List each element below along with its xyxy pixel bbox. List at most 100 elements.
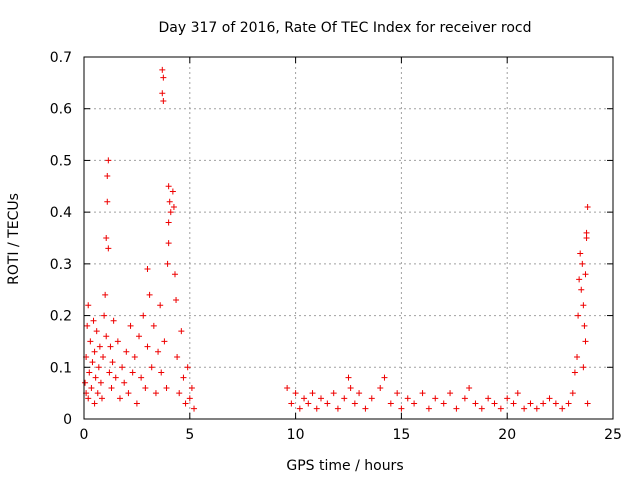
data-point	[313, 405, 320, 412]
data-point	[85, 302, 92, 309]
plot-frame	[83, 56, 614, 420]
data-point	[578, 286, 585, 293]
data-point	[296, 405, 303, 412]
data-point	[171, 271, 178, 278]
data-point	[324, 400, 331, 407]
data-point	[485, 395, 492, 402]
data-point	[184, 364, 191, 371]
data-point	[116, 395, 123, 402]
data-point	[82, 379, 89, 386]
data-point	[103, 333, 110, 340]
data-point	[107, 343, 114, 350]
data-point	[136, 333, 143, 340]
data-point	[540, 400, 547, 407]
data-point	[138, 374, 145, 381]
data-point	[91, 400, 98, 407]
data-point	[121, 379, 128, 386]
data-point	[447, 390, 454, 397]
data-point	[98, 395, 105, 402]
data-point	[163, 384, 170, 391]
data-point	[112, 374, 119, 381]
data-point	[119, 364, 126, 371]
x-axis-label: GPS time / hours	[286, 458, 403, 474]
data-point	[341, 395, 348, 402]
data-point	[546, 395, 553, 402]
x-tick-label: 20	[498, 427, 516, 443]
data-point	[96, 343, 103, 350]
data-point	[510, 400, 517, 407]
y-tick-label: 0.6	[50, 102, 72, 118]
data-point	[182, 400, 189, 407]
data-point	[317, 395, 324, 402]
data-point	[186, 395, 193, 402]
data-point	[123, 348, 130, 355]
data-point	[160, 74, 167, 81]
data-point	[144, 266, 151, 273]
data-point	[165, 240, 172, 247]
data-point	[569, 390, 576, 397]
data-point	[583, 235, 590, 241]
x-tick-label: 25	[604, 427, 622, 443]
data-point	[398, 405, 405, 412]
data-point	[100, 353, 107, 360]
y-tick-label: 0.5	[50, 153, 72, 169]
data-point	[142, 384, 149, 391]
data-point	[91, 348, 98, 355]
data-point	[93, 328, 100, 335]
data-point	[144, 343, 151, 350]
data-point	[440, 400, 447, 407]
y-tick-labels: 0 0.1 0.2 0.3 0.4 0.5 0.6 0.7	[50, 50, 72, 428]
y-tick-label: 0.1	[50, 360, 72, 376]
data-point	[105, 245, 112, 252]
data-point	[472, 400, 479, 407]
y-tick-label: 0.7	[50, 50, 72, 66]
data-point	[131, 353, 138, 360]
data-point	[92, 374, 99, 381]
data-point	[351, 400, 358, 407]
data-point	[88, 384, 95, 391]
x-tick-labels: 0 5 10 15 20 25	[80, 427, 622, 443]
data-point	[102, 291, 109, 298]
y-axis-label: ROTI / TECUs	[6, 193, 22, 285]
data-point	[94, 390, 101, 397]
data-point	[584, 203, 591, 210]
y-tick-label: 0.4	[50, 205, 72, 221]
data-point	[533, 405, 540, 412]
data-point	[559, 405, 566, 412]
data-points	[82, 66, 591, 412]
x-tick-label: 0	[80, 427, 89, 443]
data-point	[103, 235, 110, 241]
data-point	[419, 390, 426, 397]
data-point	[527, 400, 534, 407]
data-point	[347, 384, 354, 391]
data-point	[110, 317, 117, 324]
data-point	[582, 338, 589, 345]
data-point	[582, 271, 589, 278]
data-point	[114, 338, 121, 345]
data-point	[188, 384, 195, 391]
data-point	[552, 400, 559, 407]
data-point	[125, 390, 132, 397]
data-point	[191, 405, 198, 412]
data-point	[394, 390, 401, 397]
data-point	[387, 400, 394, 407]
data-point	[166, 198, 173, 205]
data-point	[159, 66, 166, 73]
data-point	[148, 364, 155, 371]
y-tick-label: 0.3	[50, 257, 72, 273]
data-point	[368, 395, 375, 402]
data-point	[288, 400, 295, 407]
data-point	[301, 395, 308, 402]
data-point	[165, 219, 172, 226]
data-point	[411, 400, 418, 407]
data-point	[425, 405, 432, 412]
data-point	[86, 369, 93, 376]
data-point	[157, 302, 164, 309]
data-point	[404, 395, 411, 402]
data-point	[158, 369, 165, 376]
data-point	[571, 369, 578, 376]
data-point	[85, 395, 92, 402]
data-point	[514, 390, 521, 397]
data-point	[309, 390, 316, 397]
data-point	[104, 198, 111, 205]
